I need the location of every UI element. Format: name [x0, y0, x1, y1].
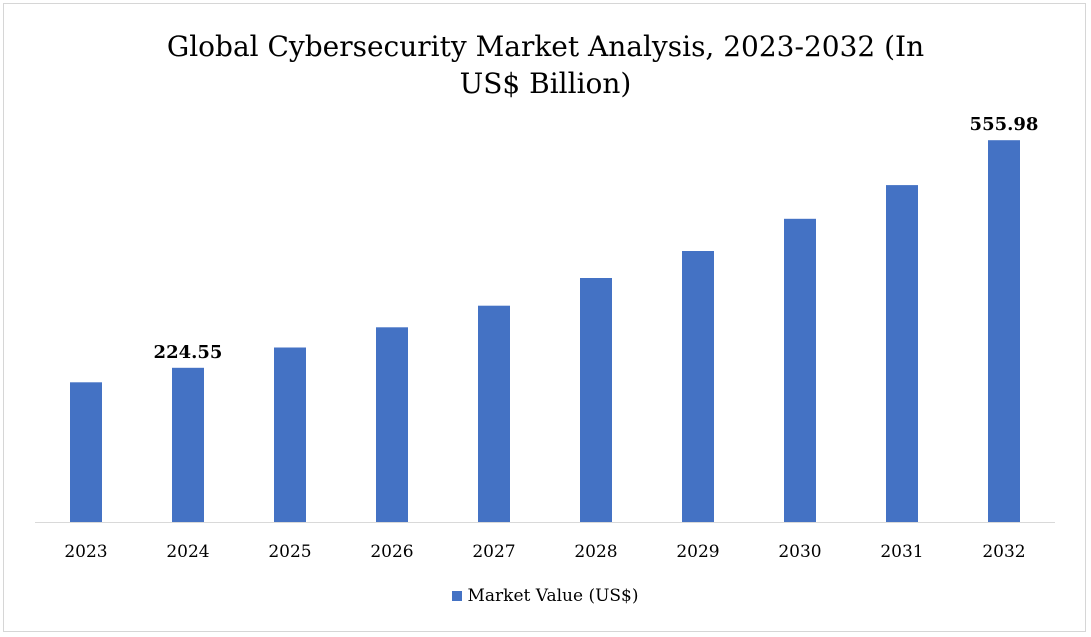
x-tick-label-2032: 2032: [982, 542, 1025, 562]
x-tick-label-2026: 2026: [370, 542, 413, 562]
x-tick-label-2028: 2028: [574, 542, 617, 562]
x-tick-label-2031: 2031: [880, 542, 923, 562]
x-tick-label-2025: 2025: [268, 542, 311, 562]
data-label-2024: 224.55: [154, 342, 223, 363]
bar-2025: [274, 347, 306, 522]
bar-2030: [784, 218, 816, 523]
bar-2031: [886, 185, 918, 522]
legend-swatch: [452, 591, 463, 601]
bar-2028: [580, 278, 612, 522]
x-tick-label-2027: 2027: [472, 542, 515, 562]
chart-title-line-2: US$ Billion): [459, 67, 632, 100]
data-label-2032: 555.98: [970, 114, 1039, 135]
x-tick-label-2023: 2023: [64, 542, 107, 562]
bar-2032: [988, 140, 1020, 522]
chart-title-line-1: Global Cybersecurity Market Analysis, 20…: [166, 30, 925, 63]
legend-label: Market Value (US$): [467, 586, 639, 606]
bar-2024: [172, 367, 204, 522]
x-tick-label-2024: 2024: [166, 542, 209, 562]
chart-legend: Market Value (US$): [0, 586, 1091, 606]
x-tick-label-2030: 2030: [778, 542, 821, 562]
bar-2026: [376, 327, 408, 522]
bar-2023: [70, 382, 102, 522]
bar-2029: [682, 251, 714, 522]
chart-title: Global Cybersecurity Market Analysis, 20…: [0, 28, 1091, 102]
bar-2027: [478, 305, 510, 522]
x-tick-label-2029: 2029: [676, 542, 719, 562]
